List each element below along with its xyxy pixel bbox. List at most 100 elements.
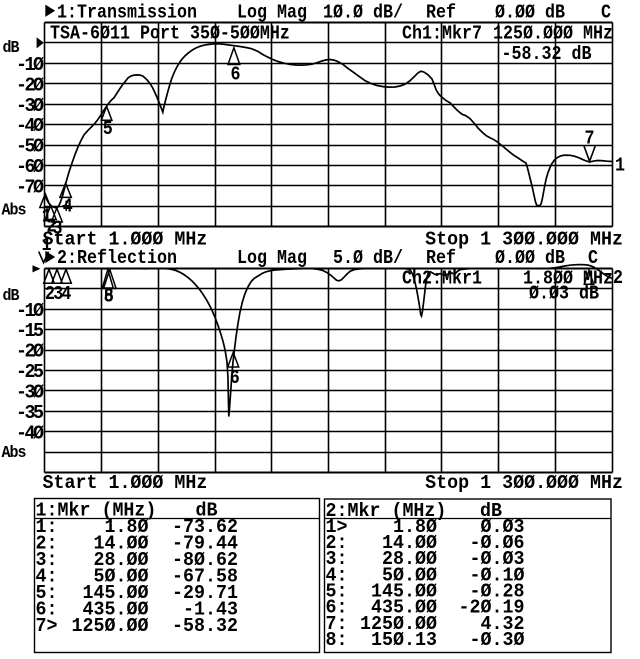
svg-text:4:: 4: — [326, 564, 348, 587]
svg-text:-Ø.Ø3: -Ø.Ø3 — [470, 548, 525, 571]
svg-text:1.8Ø: 1.8Ø — [105, 515, 149, 538]
svg-text:2:: 2: — [36, 532, 58, 555]
svg-text:4: 4 — [61, 284, 71, 306]
svg-text:1.8Ø: 1.8Ø — [393, 515, 437, 538]
svg-text:-Ø.Ø6: -Ø.Ø6 — [470, 531, 525, 554]
svg-text:Stop 1 3ØØ.ØØØ MHz: Stop 1 3ØØ.ØØØ MHz — [425, 471, 623, 494]
svg-text:-67.58: -67.58 — [172, 565, 238, 588]
svg-text:3: 3 — [53, 284, 63, 306]
svg-text:-Ø.28: -Ø.28 — [470, 580, 525, 603]
svg-text:-1Ø: -1Ø — [16, 53, 44, 76]
svg-text:Start 1.ØØØ MHz: Start 1.ØØØ MHz — [43, 228, 208, 251]
svg-text:3:: 3: — [36, 548, 58, 571]
svg-text:-29.71: -29.71 — [172, 581, 238, 604]
svg-text:2:Mkr (MHz): 2:Mkr (MHz) — [326, 499, 447, 522]
svg-text:Ø.ØØ dB: Ø.ØØ dB — [495, 248, 565, 270]
svg-text:Abs: Abs — [2, 443, 26, 462]
svg-text:-Ø.1Ø: -Ø.1Ø — [470, 564, 525, 587]
svg-text:28.ØØ: 28.ØØ — [382, 548, 437, 571]
svg-text:14.ØØ: 14.ØØ — [382, 531, 437, 554]
svg-text:Ch1:Mkr7: Ch1:Mkr7 — [402, 23, 482, 45]
svg-text:6:: 6: — [326, 596, 348, 619]
svg-text:125Ø.ØØ: 125Ø.ØØ — [360, 612, 437, 635]
svg-text:-8Ø.62: -8Ø.62 — [172, 548, 238, 571]
svg-text:-2Ø: -2Ø — [16, 340, 44, 363]
svg-text:1:: 1: — [36, 515, 58, 538]
svg-text:1: 1 — [615, 155, 625, 177]
svg-text:2:Reflection: 2:Reflection — [57, 248, 177, 270]
svg-text:Ch2:Mkr1: Ch2:Mkr1 — [402, 268, 482, 290]
svg-text:435.ØØ: 435.ØØ — [371, 596, 437, 619]
svg-text:6: 6 — [231, 64, 241, 86]
svg-text:14.ØØ: 14.ØØ — [94, 532, 149, 555]
svg-text:-25: -25 — [16, 361, 44, 384]
svg-text:-79.44: -79.44 — [172, 532, 238, 555]
svg-text:6: 6 — [230, 368, 240, 390]
svg-text:dB: dB — [480, 499, 503, 522]
svg-text:-1.43: -1.43 — [183, 598, 238, 621]
svg-text:15Ø.13: 15Ø.13 — [371, 628, 437, 651]
svg-text:Abs: Abs — [2, 201, 26, 220]
svg-text:Stop 1 3ØØ.ØØØ MHz: Stop 1 3ØØ.ØØØ MHz — [425, 228, 623, 251]
svg-text:5:: 5: — [326, 580, 348, 603]
svg-text:1: 1 — [42, 206, 52, 228]
svg-text:Ref: Ref — [426, 248, 456, 270]
svg-text:2: 2 — [47, 216, 57, 238]
svg-text:8: 8 — [104, 286, 114, 308]
svg-text:Log Mag: Log Mag — [237, 248, 307, 270]
svg-text:125Ø.ØØ: 125Ø.ØØ — [72, 614, 149, 637]
svg-text:1>: 1> — [326, 515, 348, 538]
svg-text:145.ØØ: 145.ØØ — [83, 581, 149, 604]
svg-text:-58.32: -58.32 — [172, 614, 238, 637]
svg-text:1: 1 — [42, 235, 52, 257]
svg-text:4: 4 — [63, 196, 73, 218]
svg-text:125Ø.ØØØ MHz: 125Ø.ØØØ MHz — [493, 23, 613, 45]
svg-text:2:: 2: — [326, 531, 348, 554]
svg-text:-58.32 dB: -58.32 dB — [502, 44, 592, 66]
svg-text:435.ØØ: 435.ØØ — [83, 598, 149, 621]
svg-text:5:: 5: — [36, 581, 58, 604]
svg-text:1.8ØØ MHz: 1.8ØØ MHz — [523, 268, 613, 290]
svg-text:-15: -15 — [16, 320, 44, 343]
svg-text:1:Mkr (MHz): 1:Mkr (MHz) — [36, 499, 157, 522]
svg-text:-3Ø: -3Ø — [16, 94, 44, 117]
svg-text:5: 5 — [104, 286, 114, 308]
svg-text:5Ø.ØØ: 5Ø.ØØ — [94, 565, 149, 588]
svg-text:7:: 7: — [326, 612, 348, 635]
svg-text:Ø.Ø3: Ø.Ø3 — [481, 515, 525, 538]
svg-text:8:: 8: — [326, 628, 348, 651]
svg-text:Start 1.ØØØ MHz: Start 1.ØØØ MHz — [43, 471, 208, 494]
svg-text:-6Ø: -6Ø — [16, 156, 44, 179]
svg-text:7: 7 — [585, 128, 595, 150]
svg-text:-35: -35 — [16, 402, 44, 425]
svg-text:145.ØØ: 145.ØØ — [371, 580, 437, 603]
svg-text:5Ø.ØØ: 5Ø.ØØ — [382, 564, 437, 587]
svg-text:2: 2 — [613, 268, 623, 290]
svg-text:TSA-6Ø11 Port 35Ø-5ØØMHz: TSA-6Ø11 Port 35Ø-5ØØMHz — [50, 23, 290, 45]
svg-text:-2Ø.19: -2Ø.19 — [459, 596, 525, 619]
svg-text:2: 2 — [45, 284, 55, 306]
svg-text:dB: dB — [196, 499, 219, 522]
svg-text:C: C — [601, 2, 611, 24]
svg-text:Ø.ØØ dB: Ø.ØØ dB — [495, 2, 565, 24]
svg-text:1Ø.Ø dB/: 1Ø.Ø dB/ — [323, 2, 403, 24]
svg-text:Log Mag: Log Mag — [237, 2, 307, 24]
svg-text:-3Ø: -3Ø — [16, 381, 44, 404]
svg-text:7>: 7> — [36, 614, 58, 637]
svg-text:3:: 3: — [326, 548, 348, 571]
svg-text:-5Ø: -5Ø — [16, 135, 44, 158]
svg-text:-73.62: -73.62 — [172, 515, 238, 538]
svg-text:-2Ø: -2Ø — [16, 74, 44, 97]
svg-text:dB: dB — [3, 38, 20, 57]
svg-text:-Ø.3Ø: -Ø.3Ø — [470, 628, 525, 651]
svg-text:5: 5 — [103, 119, 113, 141]
svg-text:3: 3 — [53, 218, 63, 240]
svg-text:-1Ø: -1Ø — [16, 299, 44, 322]
svg-text:Ø.Ø3 dB: Ø.Ø3 dB — [529, 284, 599, 306]
svg-text:-7Ø: -7Ø — [16, 176, 44, 199]
svg-text:dB: dB — [3, 286, 20, 305]
svg-text:-4Ø: -4Ø — [16, 422, 44, 445]
svg-text:-4Ø: -4Ø — [16, 115, 44, 138]
svg-text:5.Ø dB/: 5.Ø dB/ — [333, 248, 403, 270]
svg-text:C: C — [588, 248, 598, 270]
